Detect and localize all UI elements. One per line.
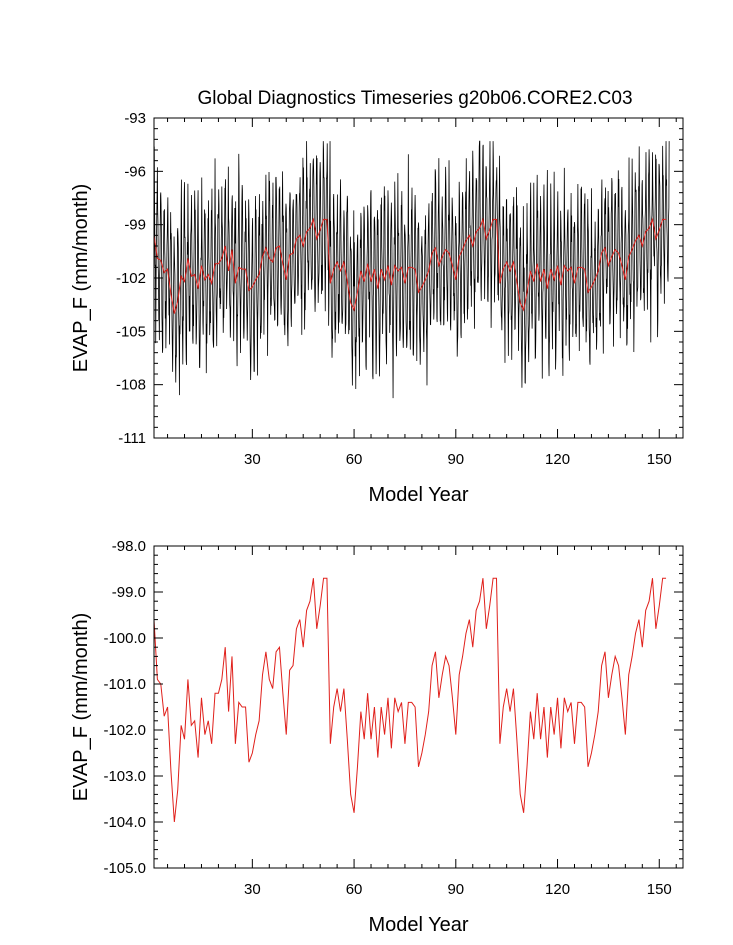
x-axis-title: Model Year: [368, 484, 468, 506]
y-tick-label: -96: [124, 163, 146, 180]
x-tick-label: 120: [545, 881, 570, 898]
y-tick-label: -105: [116, 323, 146, 340]
y-axis-title: EVAP_F (mm/month): [70, 184, 92, 373]
top-panel: 30 60 90 120 150 -111 -108 -105 -102 -99 -96 -93 Mod…: [70, 110, 684, 506]
y-axis-title: EVAP_F (mm/month): [70, 613, 92, 802]
x-tick-label: 150: [647, 881, 672, 898]
y-tick-label: -104.0: [103, 814, 146, 831]
y-tick-label: -93: [124, 110, 146, 127]
y-tick-label: -103.0: [103, 768, 146, 785]
y-tick-label: -102.0: [103, 722, 146, 739]
plot-area: [154, 140, 670, 399]
y-tick-label: -105.0: [103, 860, 146, 877]
y-tick-label: -100.0: [103, 630, 146, 647]
x-tick-label: 120: [545, 451, 570, 468]
plot-frame: [153, 545, 684, 869]
x-axis-title: Model Year: [368, 914, 468, 936]
y-tick-label: -108: [116, 377, 146, 394]
y-tick-label: -99: [124, 217, 146, 234]
bottom-panel: 30 60 90 120 150 -105.0 -104.0 -103.0 -102.0 -101…: [70, 538, 684, 936]
y-tick-label: -111: [118, 430, 146, 447]
annual-mean-series-line: [154, 217, 667, 314]
x-tick-label: 60: [346, 881, 363, 898]
y-tick-label: -102: [116, 270, 146, 287]
plot-area: [154, 577, 667, 823]
y-tick-label: -101.0: [103, 676, 146, 693]
y-tick-label: -99.0: [112, 584, 146, 601]
x-tick-label: 30: [244, 881, 261, 898]
chart-title: Global Diagnostics Timeseries g20b06.COR…: [197, 88, 632, 109]
x-tick-label: 90: [447, 451, 464, 468]
y-tick-label: -98.0: [112, 538, 146, 555]
x-tick-label: 150: [647, 451, 672, 468]
x-tick-label: 30: [244, 451, 261, 468]
x-tick-label: 90: [447, 881, 464, 898]
monthly-series-line: [154, 140, 670, 399]
x-tick-label: 60: [346, 451, 363, 468]
annual-mean-series-line: [154, 577, 667, 823]
